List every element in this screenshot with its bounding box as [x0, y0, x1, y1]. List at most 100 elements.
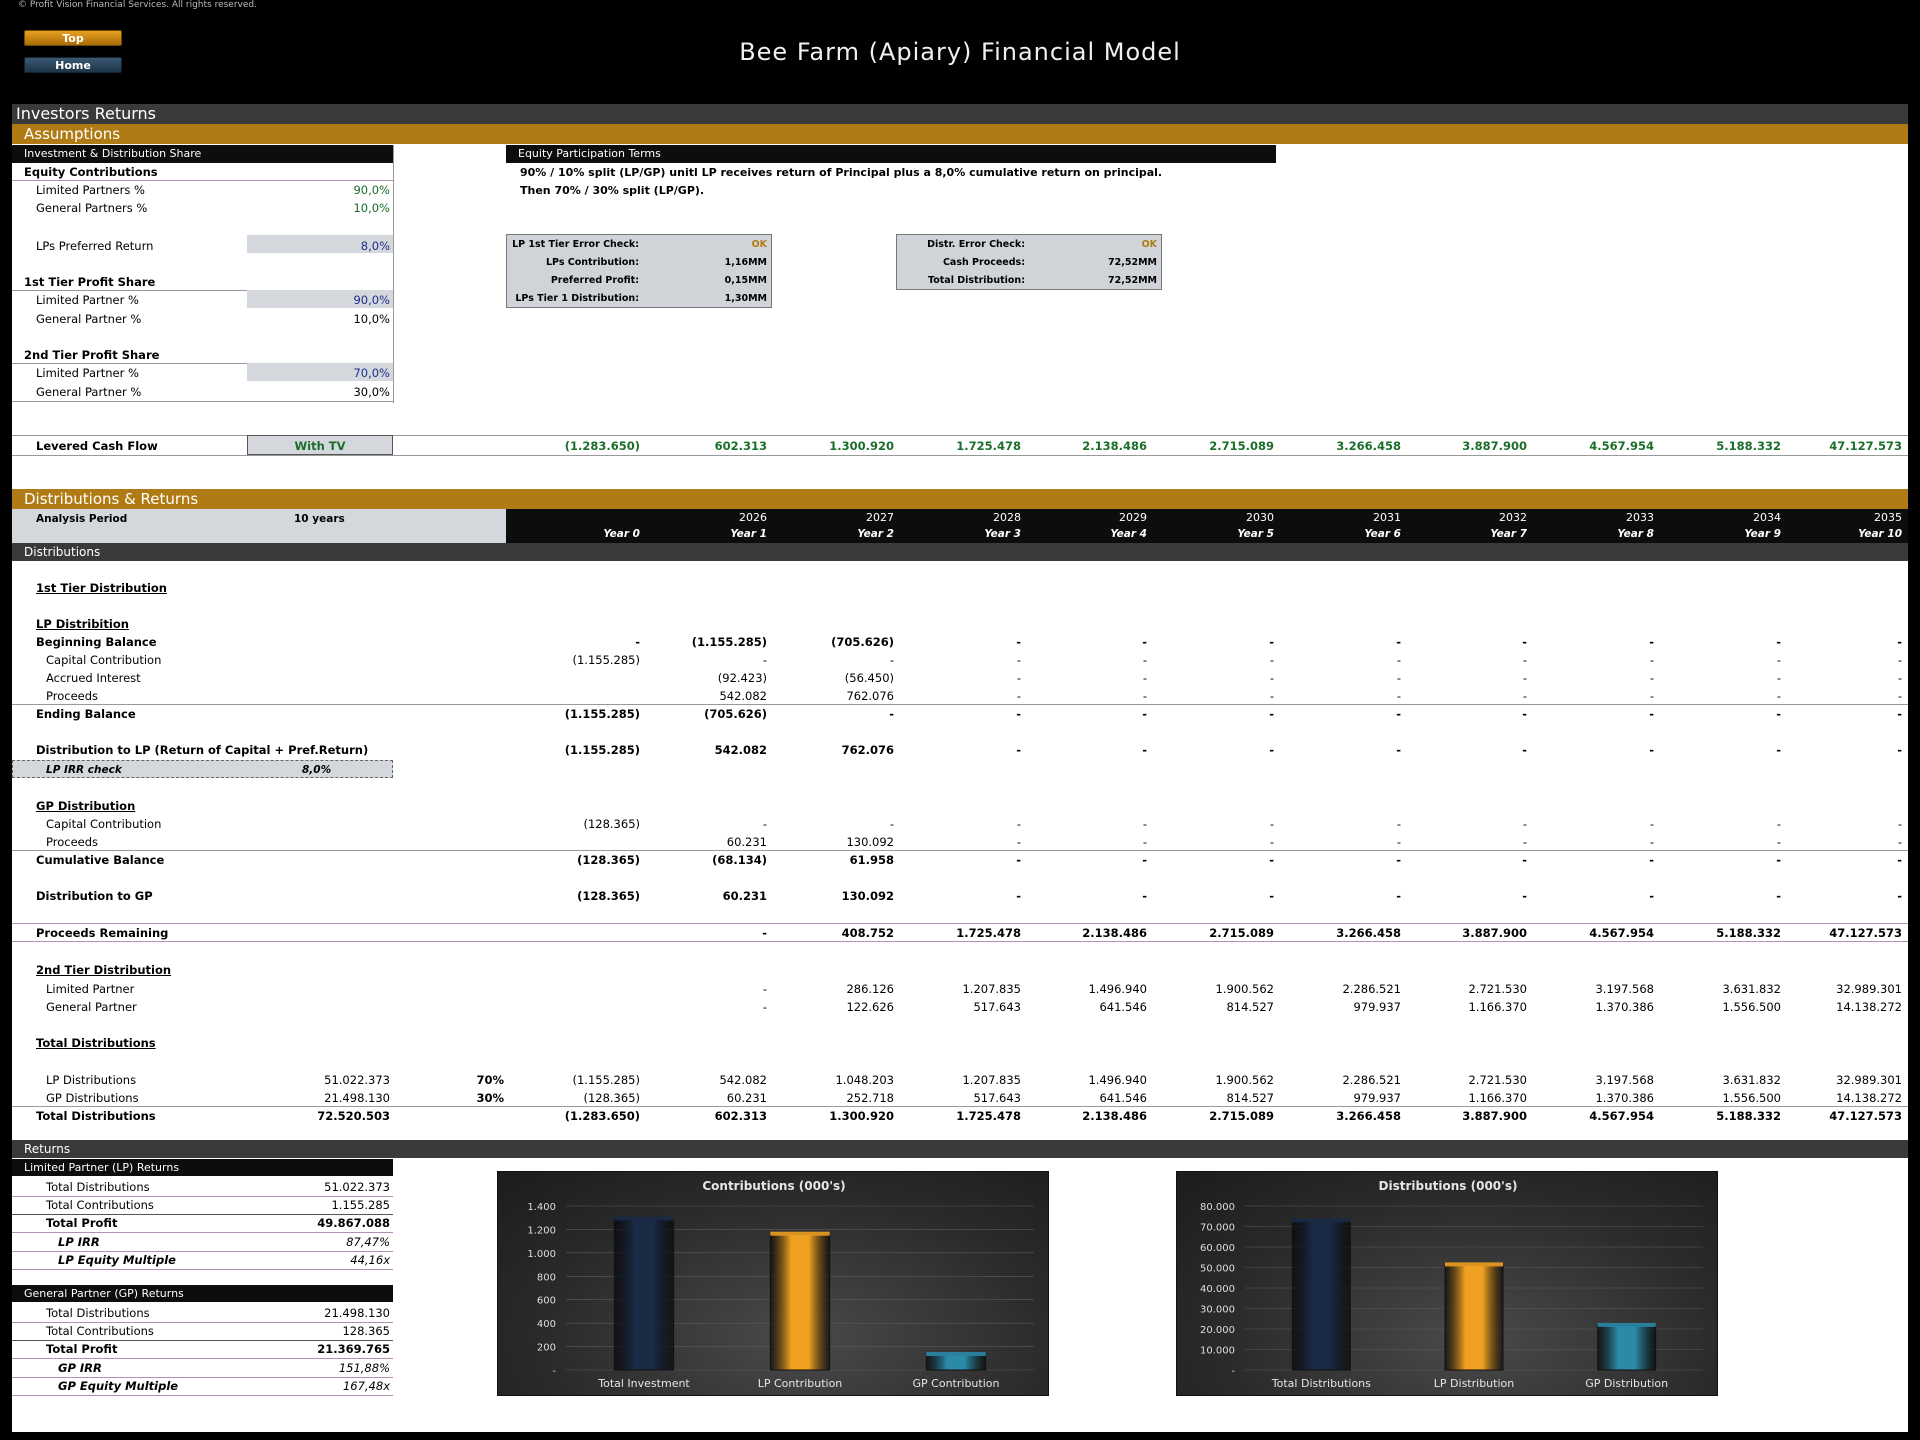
row-value: -	[1396, 853, 1401, 867]
year-label: 2034	[1753, 511, 1781, 524]
y-tick-label: 600	[537, 1296, 556, 1307]
row-label: Total Distributions	[36, 1109, 156, 1123]
row-value: -	[1016, 743, 1021, 757]
row-value: (1.155.285)	[572, 1073, 640, 1087]
row-value: -	[1142, 653, 1147, 667]
t2-lp-input[interactable]: 70,0%	[353, 366, 390, 380]
row-value: -	[1269, 853, 1274, 867]
row-value: -	[1649, 671, 1654, 685]
y-tick-label: 20.000	[1200, 1325, 1235, 1336]
lp-error-check-label: LP 1st Tier Error Check:	[512, 239, 639, 250]
row-value: 252.718	[846, 1091, 894, 1105]
gp-returns-header: General Partner (GP) Returns	[12, 1285, 393, 1302]
row-value: 1.207.835	[962, 982, 1021, 996]
tier2-dist-title: 2nd Tier Distribution	[36, 963, 172, 977]
row-value: -	[762, 1000, 767, 1014]
returns-label: LP IRR	[58, 1234, 100, 1249]
row-value: 762.076	[846, 689, 894, 703]
row-value: 2.286.521	[1342, 982, 1401, 996]
row-value: -	[1269, 835, 1274, 849]
row-value: -	[1649, 653, 1654, 667]
row-value: -	[1897, 889, 1902, 903]
analysis-period-label: Analysis Period	[36, 513, 128, 525]
y-tick-label: 1.000	[527, 1249, 556, 1260]
y-tick-label: 50.000	[1200, 1264, 1235, 1275]
year-index-label: Year 3	[984, 528, 1021, 540]
row-value: 2.138.486	[1082, 1109, 1147, 1123]
t2-gp-value: 30,0%	[353, 385, 390, 399]
row-value: -	[1396, 635, 1401, 649]
returns-value: 21.369.765	[317, 1342, 390, 1357]
lp-tier1-dist-label: LPs Tier 1 Distribution:	[515, 293, 639, 304]
row-label: Capital Contribution	[46, 653, 162, 667]
row-value: -	[1776, 889, 1781, 903]
terms-line-1: 90% / 10% split (LP/GP) unitl LP receive…	[520, 166, 1163, 179]
top-button[interactable]: Top	[24, 30, 122, 46]
row-value: 286.126	[846, 982, 894, 996]
lp-contribution-value: 1,16MM	[724, 257, 767, 268]
row-value: -	[1396, 817, 1401, 831]
row-value: 979.937	[1353, 1000, 1401, 1014]
page-section-title: Investors Returns	[12, 104, 1908, 124]
row-label: Proceeds	[46, 835, 99, 849]
row-value: 47.127.573	[1829, 926, 1902, 940]
pref-return-input[interactable]: 8,0%	[360, 239, 390, 253]
y-tick-label: 60.000	[1200, 1243, 1235, 1254]
levered-cf-value: 47.127.573	[1829, 439, 1902, 453]
y-tick-label: -	[1231, 1366, 1235, 1377]
levered-cf-label: Levered Cash Flow	[36, 439, 158, 453]
row-value: 3.631.832	[1722, 1073, 1781, 1087]
levered-cf-value: 602.313	[714, 439, 767, 453]
row-value: -	[1649, 853, 1654, 867]
row-value: 1.556.500	[1722, 1000, 1781, 1014]
t1-lp-input[interactable]: 90,0%	[353, 293, 390, 307]
row-value: -	[1016, 889, 1021, 903]
row-value: -	[1522, 671, 1527, 685]
year-label: 2032	[1499, 511, 1527, 524]
row-share-pct: 30%	[476, 1091, 504, 1105]
lp-tier1-dist-value: 1,30MM	[724, 293, 767, 304]
row-value: 542.082	[719, 1073, 767, 1087]
x-category-label: Total Investment	[597, 1377, 690, 1390]
row-value: -	[1396, 889, 1401, 903]
analysis-period-value: 10 years	[294, 513, 345, 525]
row-value: -	[1016, 835, 1021, 849]
returns-header: Returns	[12, 1140, 1908, 1158]
row-value: -	[1776, 671, 1781, 685]
row-value: -	[1897, 817, 1902, 831]
row-value: 47.127.573	[1829, 1109, 1902, 1123]
row-value: -	[1897, 707, 1902, 721]
row-value: -	[762, 653, 767, 667]
home-button[interactable]: Home	[24, 57, 122, 73]
returns-label: GP Equity Multiple	[58, 1378, 179, 1393]
row-value: -	[1649, 835, 1654, 849]
row-value: 1.725.478	[956, 926, 1021, 940]
row-value: -	[1776, 743, 1781, 757]
levered-cf-dropdown[interactable]: With TV	[294, 439, 346, 453]
row-value: 14.138.272	[1836, 1091, 1902, 1105]
row-label: General Partner	[46, 1000, 137, 1014]
row-value: -	[1522, 689, 1527, 703]
cash-proceeds-label: Cash Proceeds:	[942, 257, 1025, 268]
row-value: 122.626	[846, 1000, 894, 1014]
levered-cf-value: 5.188.332	[1716, 439, 1781, 453]
year-index-label: Year 1	[730, 528, 767, 540]
x-category-label: LP Distribution	[1434, 1377, 1514, 1390]
row-value: 1.900.562	[1215, 1073, 1274, 1087]
row-value: -	[1522, 889, 1527, 903]
gp-pct-value: 10,0%	[353, 201, 390, 215]
lp-dist-title: LP Distribition	[36, 617, 129, 631]
tier1-share-label: 1st Tier Profit Share	[24, 275, 156, 289]
row-value: 542.082	[719, 689, 767, 703]
row-value: -	[889, 817, 894, 831]
chart-bar	[1597, 1325, 1657, 1371]
row-label: Proceeds	[46, 689, 99, 703]
row-value: 602.313	[714, 1109, 767, 1123]
row-value: -	[1522, 817, 1527, 831]
row-label: Proceeds Remaining	[36, 926, 169, 940]
row-value: 130.092	[841, 889, 894, 903]
row-value: 641.546	[1099, 1000, 1147, 1014]
row-value: -	[889, 707, 894, 721]
row-total: 51.022.373	[324, 1073, 390, 1087]
year-index-label: Year 8	[1617, 528, 1654, 540]
